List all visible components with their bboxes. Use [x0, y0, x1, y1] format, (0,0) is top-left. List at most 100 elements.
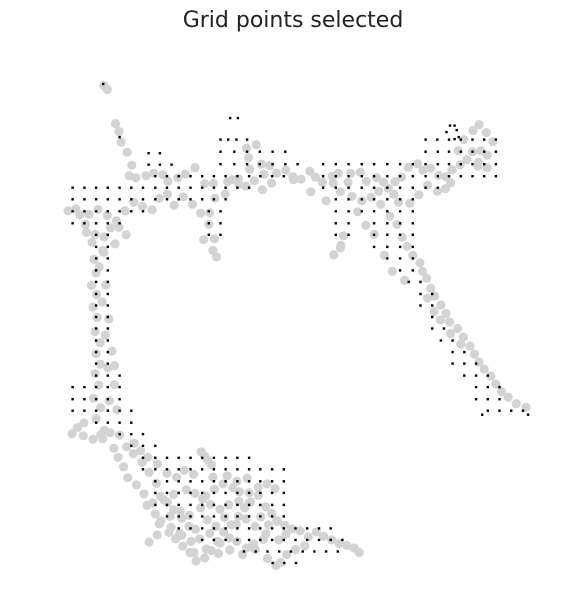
grid-point	[386, 187, 388, 189]
grid-point	[361, 163, 363, 165]
grid-point	[224, 198, 226, 200]
grid-point	[412, 198, 414, 200]
grid-point	[373, 187, 375, 189]
cell-point	[272, 169, 281, 178]
grid-point	[498, 398, 500, 400]
cell-point	[177, 531, 186, 540]
grid-point	[219, 138, 221, 140]
grid-point	[283, 175, 285, 177]
grid-point	[266, 550, 268, 552]
grid-point	[412, 222, 414, 224]
grid-point	[347, 234, 349, 236]
grid-point	[201, 457, 203, 459]
grid-point	[412, 187, 414, 189]
cell-point	[223, 471, 232, 480]
grid-point	[463, 351, 465, 353]
grid-point	[271, 515, 273, 517]
cell-point	[110, 239, 119, 248]
cell-point	[176, 507, 185, 516]
grid-point	[130, 433, 132, 435]
grid-point	[107, 327, 109, 329]
grid-point	[483, 151, 485, 153]
grid-point	[259, 468, 261, 470]
grid-point	[487, 410, 489, 412]
grid-point	[107, 339, 109, 341]
grid-point	[224, 187, 226, 189]
grid-point	[294, 539, 296, 541]
grid-point	[107, 316, 109, 318]
cell-point	[110, 361, 119, 370]
cell-point	[186, 537, 195, 546]
grid-point	[271, 468, 273, 470]
grid-point	[224, 504, 226, 506]
cell-point	[90, 255, 99, 264]
cell-point	[209, 179, 218, 188]
grid-point	[95, 293, 97, 295]
cell-point	[170, 201, 179, 210]
grid-point	[294, 527, 296, 529]
cell-point	[113, 453, 122, 462]
grid-point	[166, 492, 168, 494]
cell-point	[215, 538, 224, 547]
grid-point	[399, 234, 401, 236]
grid-point	[335, 163, 337, 165]
cell-point	[143, 453, 152, 462]
grid-point	[118, 136, 120, 138]
grid-point	[453, 124, 455, 126]
grid-point	[189, 468, 191, 470]
cell-point	[329, 250, 338, 259]
grid-point	[399, 257, 401, 259]
grid-point	[178, 175, 180, 177]
cell-point	[225, 545, 234, 554]
grid-point	[178, 468, 180, 470]
cell-point	[114, 127, 123, 136]
grid-point	[107, 304, 109, 306]
grid-point	[213, 527, 215, 529]
cell-point	[211, 522, 220, 531]
grid-point	[373, 222, 375, 224]
grid-point	[471, 175, 473, 177]
grid-point	[189, 504, 191, 506]
grid-point	[471, 151, 473, 153]
grid-point	[248, 515, 250, 517]
grid-point	[361, 198, 363, 200]
grid-point	[347, 175, 349, 177]
grid-point	[498, 410, 500, 412]
grid-point	[236, 175, 238, 177]
grid-point	[424, 175, 426, 177]
grid-point	[95, 351, 97, 353]
cell-point	[98, 297, 107, 306]
grid-point	[178, 457, 180, 459]
cell-point	[235, 487, 244, 496]
grid-point	[107, 374, 109, 376]
grid-point	[95, 257, 97, 259]
grid-point	[527, 414, 529, 416]
grid-point	[71, 222, 73, 224]
grid-point	[361, 187, 363, 189]
grid-point	[233, 163, 235, 165]
grid-point	[224, 515, 226, 517]
cell-point	[436, 315, 445, 324]
cell-point	[88, 435, 97, 444]
cell-point	[262, 479, 271, 488]
grid-point	[142, 198, 144, 200]
grid-point	[483, 138, 485, 140]
cell-point	[149, 169, 158, 178]
cell-point	[202, 544, 211, 553]
grid-point	[166, 175, 168, 177]
grid-point	[437, 151, 439, 153]
cell-point	[252, 140, 261, 149]
cell-point	[181, 170, 190, 179]
grid-point	[142, 187, 144, 189]
grid-point	[178, 527, 180, 529]
cell-point	[94, 205, 103, 214]
cell-point	[318, 178, 327, 187]
grid-point	[118, 187, 120, 189]
grid-point	[178, 198, 180, 200]
grid-point	[283, 492, 285, 494]
cell-point	[153, 530, 162, 539]
grid-point	[213, 198, 215, 200]
cell-point	[281, 166, 290, 175]
grid-point	[154, 445, 156, 447]
grid-point	[284, 163, 286, 165]
